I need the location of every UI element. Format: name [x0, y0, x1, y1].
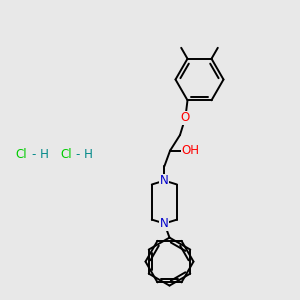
Text: O: O — [181, 111, 190, 124]
Text: N: N — [160, 174, 169, 187]
Text: OH: OH — [182, 144, 200, 157]
Text: Cl: Cl — [60, 148, 72, 161]
Text: N: N — [160, 217, 169, 230]
Text: - H: - H — [76, 148, 93, 161]
Text: - H: - H — [32, 148, 48, 161]
Text: Cl: Cl — [15, 148, 27, 161]
